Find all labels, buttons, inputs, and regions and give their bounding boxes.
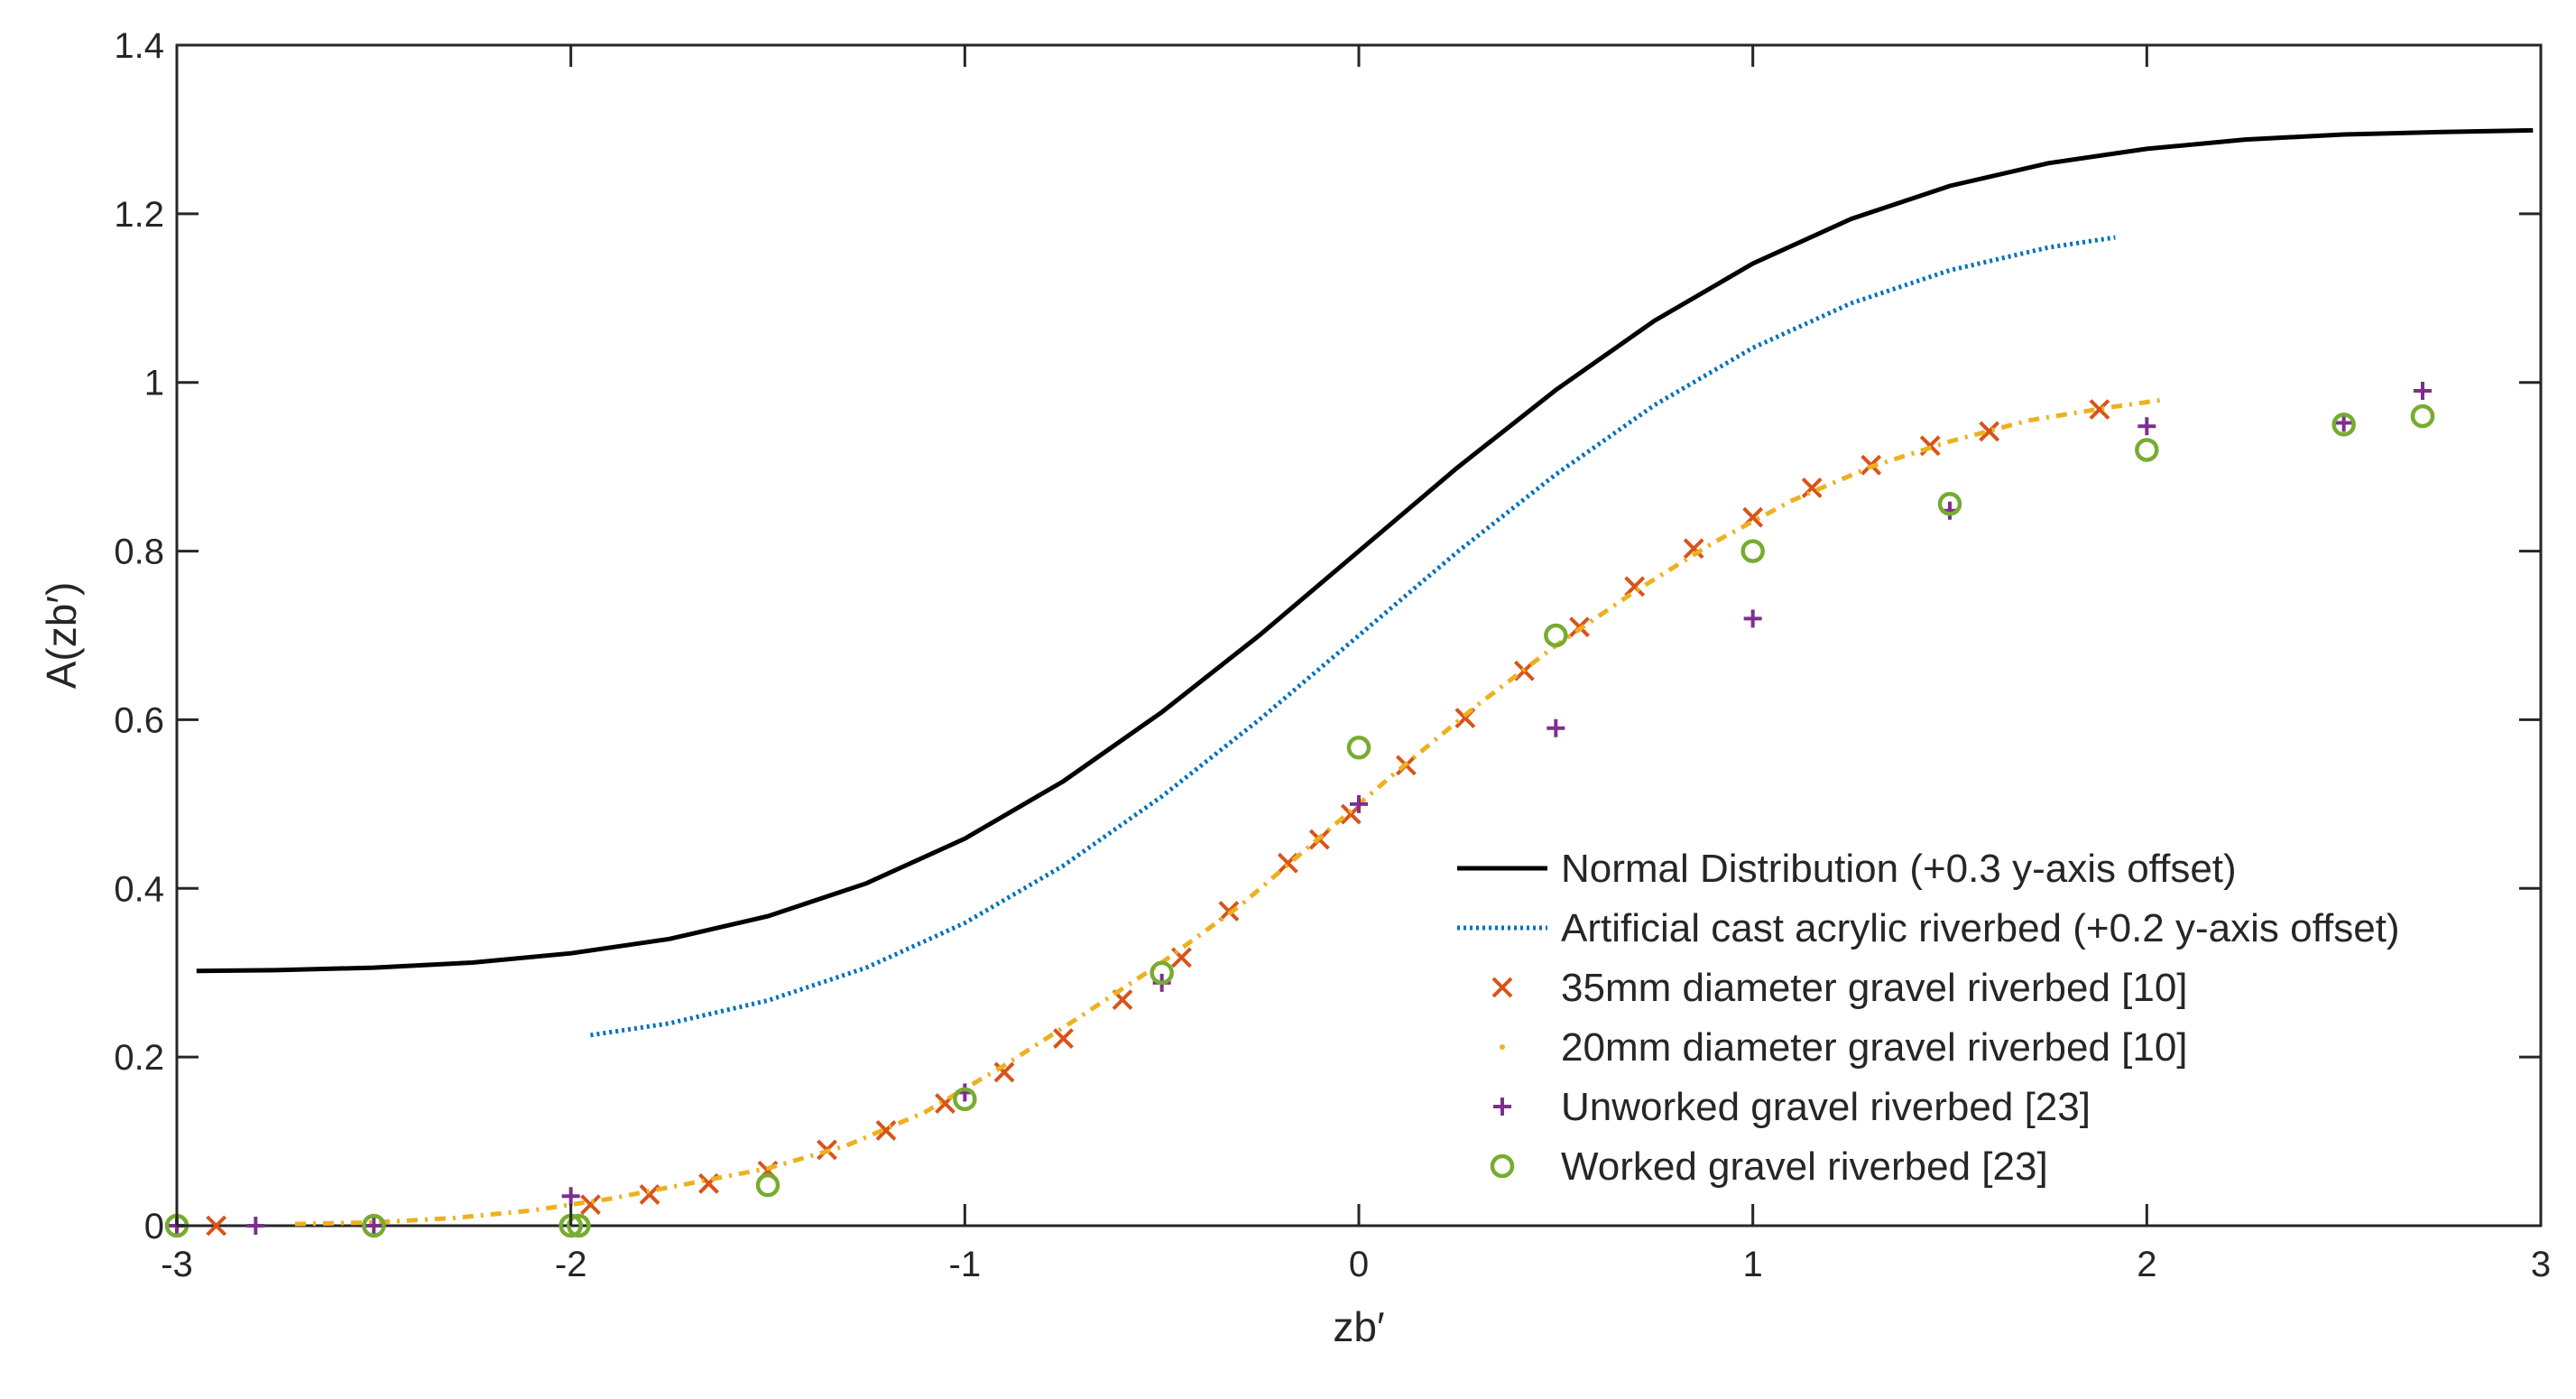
circle-marker-point [953, 1087, 977, 1112]
plus-marker-point [1350, 794, 1368, 813]
y-tick-label: 0.6 [114, 700, 164, 740]
circle-marker-point [1740, 539, 1765, 563]
y-tick-label: 1.2 [114, 195, 164, 235]
x-marker-point [1491, 977, 1513, 998]
legend-swatch-dot [1500, 1044, 1505, 1050]
x-tick-label: 2 [2137, 1245, 2156, 1284]
y-tick-label: 1.4 [114, 26, 164, 66]
legend-entry: Unworked gravel riverbed [23] [1493, 1085, 2091, 1129]
circle-marker-point [1346, 736, 1371, 760]
legend: Normal Distribution (+0.3 y-axis offset)… [1457, 847, 2400, 1189]
x-marker-point [1053, 1028, 1074, 1050]
series-layer [164, 127, 2534, 1238]
legend-label: Artificial cast acrylic riverbed (+0.2 y… [1561, 906, 2400, 950]
x-marker-point [875, 1120, 897, 1141]
x-marker-point [1624, 576, 1646, 598]
plus-marker-point [246, 1217, 265, 1235]
plus-marker-point [1743, 609, 1762, 628]
legend-label: Normal Distribution (+0.3 y-axis offset) [1561, 847, 2237, 891]
legend-label: 20mm diameter gravel riverbed [10] [1561, 1025, 2188, 1070]
plus-marker-point [2137, 417, 2156, 436]
x-tick-label: -1 [949, 1245, 982, 1284]
series-5 [164, 403, 2435, 1238]
y-tick-label: 0.2 [114, 1038, 164, 1078]
circle-marker-point [2410, 403, 2435, 429]
y-tick-label: 0.8 [114, 533, 164, 572]
x-marker-point [639, 1184, 660, 1205]
x-marker-point [1683, 538, 1704, 560]
x-tick-label: 3 [2531, 1245, 2551, 1284]
plus-marker-point [2414, 382, 2432, 401]
legend-entry: Artificial cast acrylic riverbed (+0.2 y… [1457, 906, 2400, 950]
x-marker-point [1979, 421, 2000, 442]
x-axis: -3 -2 -1 0 1 2 3 [161, 45, 2551, 1284]
y-tick-label: 0.4 [114, 869, 164, 909]
plus-marker-point [1493, 1098, 1511, 1116]
x-tick-label: 1 [1743, 1245, 1763, 1284]
x-marker-point [206, 1215, 227, 1237]
x-tick-label: -3 [161, 1245, 193, 1284]
series-line [196, 127, 2534, 974]
plus-marker-point [365, 1217, 383, 1235]
circle-marker-point [1150, 960, 1174, 985]
legend-entry: Worked gravel riverbed [23] [1490, 1144, 2048, 1189]
x-tick-label: 0 [1349, 1245, 1369, 1284]
plus-marker-point [561, 1187, 580, 1206]
circle-marker-point [362, 1213, 386, 1238]
legend-entry: Normal Distribution (+0.3 y-axis offset) [1457, 847, 2237, 891]
circle-marker-point [2135, 438, 2159, 462]
legend-entry: 35mm diameter gravel riverbed [10] [1491, 966, 2188, 1010]
x-marker-point [993, 1061, 1015, 1083]
legend-label: Unworked gravel riverbed [23] [1561, 1085, 2091, 1129]
x-marker-point [1340, 803, 1362, 825]
plot-area [175, 43, 2543, 1228]
y-axis-label: A(zb′) [38, 582, 85, 690]
legend-label: 35mm diameter gravel riverbed [10] [1561, 966, 2188, 1010]
circle-marker-point [1490, 1153, 1515, 1179]
x-marker-point [2089, 399, 2110, 421]
legend-label: Worked gravel riverbed [23] [1561, 1144, 2048, 1189]
plus-marker-point [2334, 413, 2353, 432]
plus-marker-point [1547, 718, 1565, 737]
x-marker-point [580, 1194, 601, 1216]
circle-marker-point [567, 1213, 591, 1238]
series-line [294, 396, 2167, 1227]
y-tick-label: 0 [144, 1207, 164, 1246]
y-axis: 0 0.2 0.4 0.6 0.8 1 1.2 1.4 [114, 26, 2541, 1246]
circle-marker-point [755, 1172, 780, 1198]
x-tick-label: -2 [555, 1245, 587, 1284]
circle-marker-point [2331, 412, 2356, 437]
circle-marker-point [1544, 623, 1568, 648]
x-marker-point [1801, 477, 1823, 498]
series-0 [196, 127, 2534, 974]
circle-marker-point [1937, 492, 1962, 516]
legend-entry: 20mm diameter gravel riverbed [10] [1500, 1025, 2188, 1070]
x-axis-label: zb′ [1333, 1303, 1384, 1350]
series-3 [294, 396, 2167, 1227]
y-tick-label: 1 [144, 364, 164, 403]
